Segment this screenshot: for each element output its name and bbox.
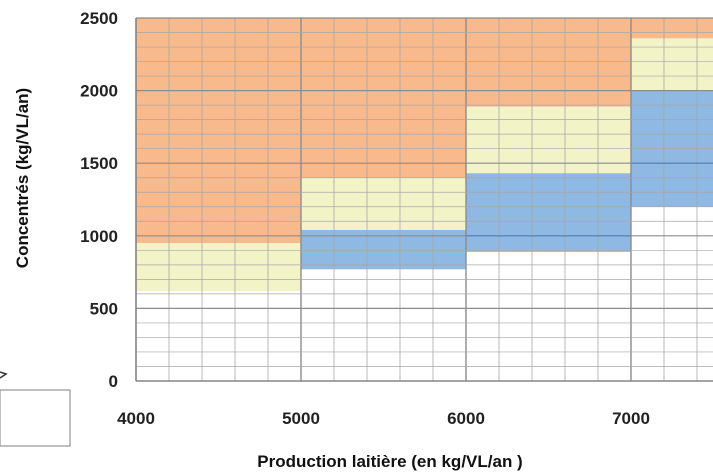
y-axis-title: Concentrés (kg/VL/an): [13, 88, 32, 268]
plot-area: [135, 17, 713, 382]
blue-band-1: [301, 229, 466, 270]
blue-band-2: [466, 173, 631, 252]
legend-arrow-icon: [0, 371, 8, 379]
x-tick-label-6000: 6000: [447, 409, 485, 428]
yellow-band-1: [301, 177, 466, 230]
y-tick-label-2000: 2000: [80, 82, 118, 101]
legend-box: [0, 389, 71, 447]
y-tick-label-2500: 2500: [80, 9, 118, 28]
y-tick-label-1500: 1500: [80, 154, 118, 173]
x-tick-label-4000: 4000: [117, 409, 155, 428]
yellow-band-0: [136, 243, 301, 291]
y-tick-label-500: 500: [90, 299, 118, 318]
yellow-band-2: [466, 106, 631, 174]
white-region-1: [301, 269, 466, 381]
white-region-2: [466, 251, 631, 381]
white-region-0: [136, 290, 301, 381]
y-tick-label-1000: 1000: [80, 227, 118, 246]
x-tick-label-7000: 7000: [612, 409, 650, 428]
yellow-band-3: [631, 38, 713, 91]
x-axis-title: Production laitière (en kg/VL/an ): [257, 452, 522, 471]
x-tick-label-5000: 5000: [282, 409, 320, 428]
tick-labels: 4000 5000 6000 7000 0 500 1000 1500 2000 2500: [80, 9, 650, 428]
y-tick-label-0: 0: [109, 372, 118, 391]
